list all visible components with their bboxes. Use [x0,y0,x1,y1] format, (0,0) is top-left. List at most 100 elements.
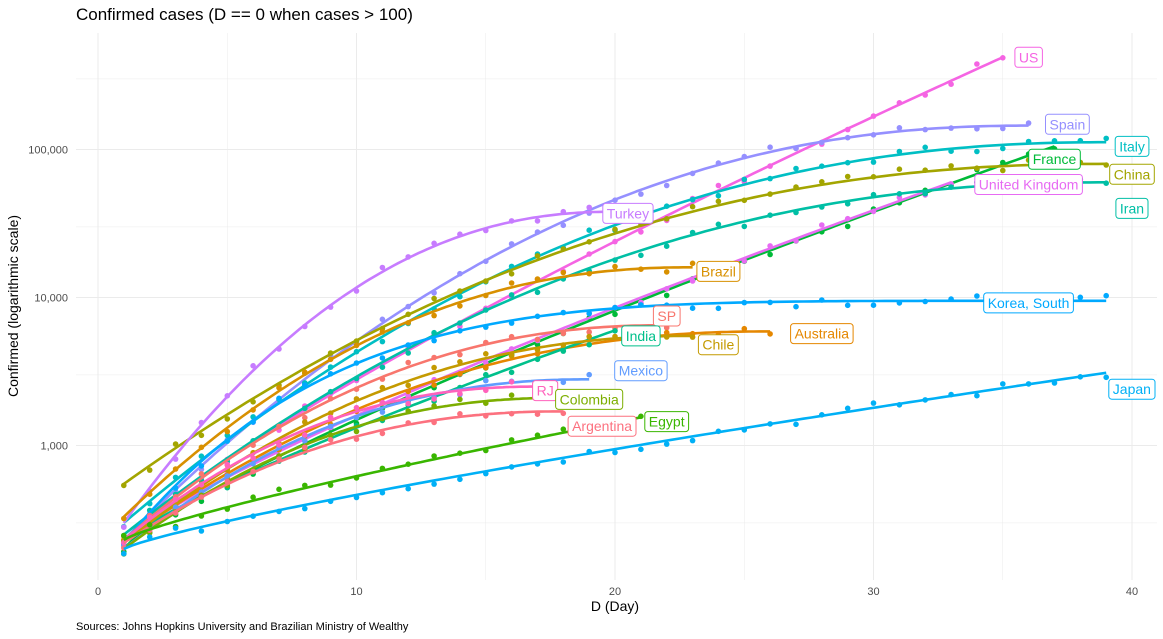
data-point [819,179,825,185]
data-point [302,432,308,438]
data-point [353,428,360,435]
data-point [689,334,696,340]
data-point [250,399,256,405]
x-tick-label: 0 [95,586,101,598]
data-point [405,461,412,468]
series-label: Italy [1114,135,1150,157]
data-point [172,441,179,447]
series-label: RJ [532,380,559,402]
data-point [560,426,567,433]
series-label-box [983,292,1074,314]
data-point [870,208,877,215]
data-point [508,437,515,443]
data-point [896,148,903,155]
data-point [276,508,282,515]
series-label: US [1014,46,1043,68]
data-point [1000,55,1006,61]
data-point [431,382,437,388]
data-point [431,329,437,336]
data-point [457,359,463,365]
data-point [560,246,567,252]
data-point [1103,162,1109,168]
data-point [405,350,412,356]
data-point [327,410,334,417]
data-point [483,258,489,265]
series-line [122,323,667,541]
data-point [1077,374,1084,380]
data-point [534,432,541,439]
data-point [302,382,308,388]
data-point [534,341,541,348]
data-point [689,196,696,203]
data-point [405,303,412,310]
data-point [844,302,851,309]
data-point [327,364,334,370]
series-label-box [644,411,690,433]
data-point [793,165,799,172]
data-point [327,371,334,377]
series-label-box [602,202,654,224]
data-point [922,92,928,98]
data-point [1000,167,1006,174]
data-point [741,258,748,264]
data-point [1000,159,1006,166]
series-label-box [1114,135,1150,157]
data-point [844,173,851,180]
data-point [327,498,334,505]
data-point [379,489,386,496]
series-label: SP [652,305,681,327]
data-point [483,227,489,234]
series-label-box [652,305,681,327]
data-point [146,514,153,521]
data-point [612,328,618,334]
data-point [224,478,231,485]
data-point [224,461,231,468]
data-point [1000,145,1006,152]
data-point [457,293,463,300]
data-point [534,356,541,363]
data-point [483,324,489,330]
data-point [793,209,799,216]
data-point [198,494,205,500]
data-point [663,286,670,292]
series-label-text: RJ [537,383,554,399]
series-label-text: US [1019,49,1038,65]
data-point [638,266,644,273]
data-point [534,289,541,296]
data-point [405,342,412,348]
data-point [870,174,877,180]
data-point [974,148,980,155]
series-label: France [1028,148,1081,170]
data-point [638,252,644,259]
data-point [483,413,489,419]
data-point [586,204,592,211]
data-point [353,414,360,421]
series-label: Iran [1115,197,1149,219]
data-point [379,415,386,422]
data-point [198,498,205,505]
data-point [508,333,515,340]
data-point [431,295,437,302]
series-line [122,56,1004,544]
data-point [689,278,696,284]
data-point [353,342,360,349]
data-point [431,453,437,459]
data-point [844,134,851,141]
data-point [586,371,592,378]
data-point [431,354,437,361]
data-point [1025,138,1032,145]
data-point [121,532,127,539]
data-point [844,159,851,166]
data-point [844,201,851,207]
data-point [146,500,153,507]
data-point [560,330,567,337]
data-point [483,307,489,313]
data-point [534,351,541,357]
data-point [405,254,412,260]
data-point [870,302,877,309]
series-label-box [567,415,637,437]
data-point [663,182,670,189]
data-point [741,176,748,183]
series-label-box [621,325,661,347]
data-point [612,238,618,245]
